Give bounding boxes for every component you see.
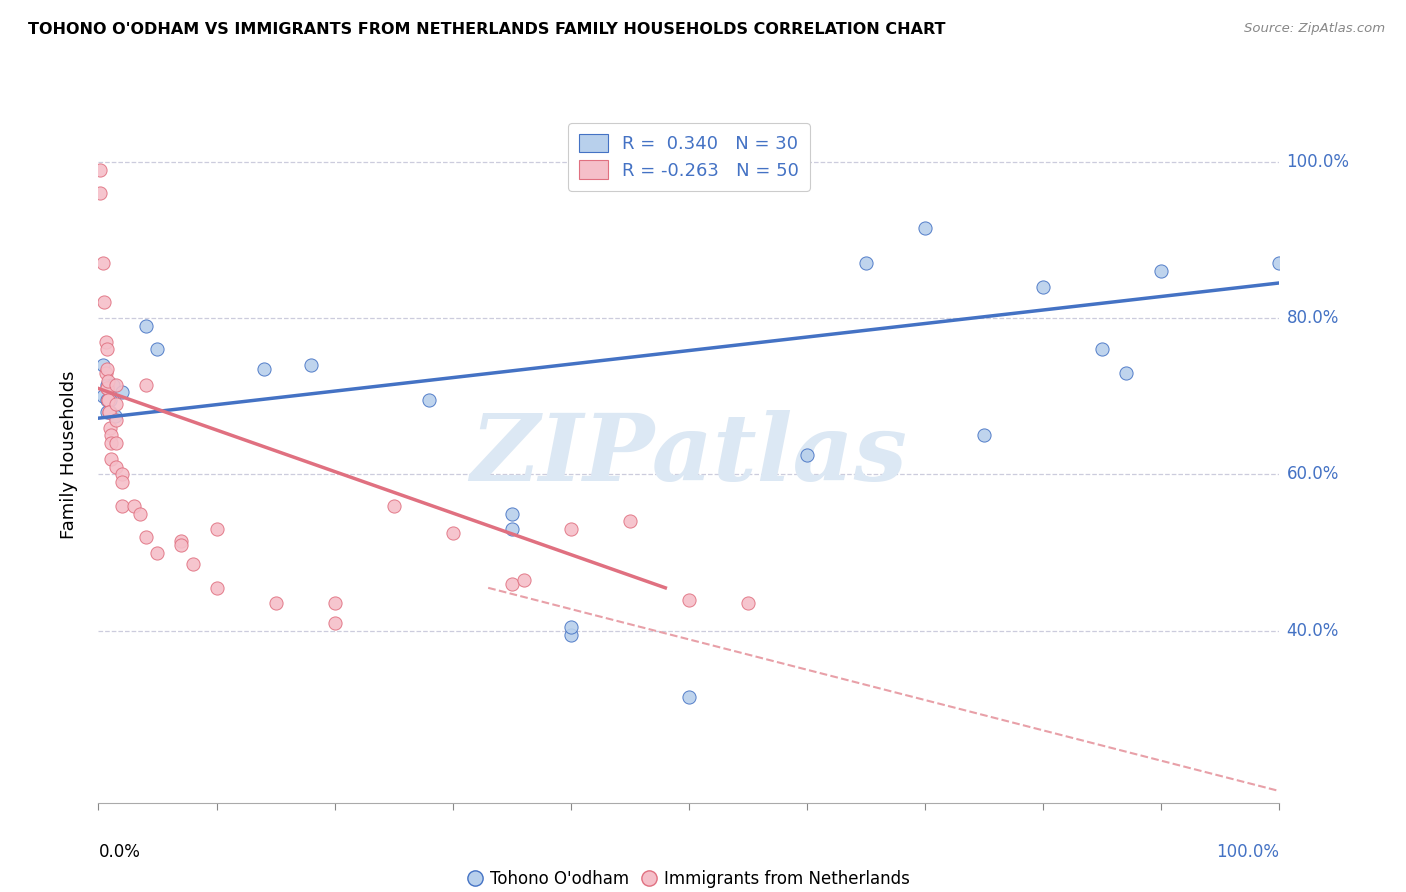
- Point: [96, 343, 118, 357]
- Point: [146, 546, 169, 560]
- Point: [128, 507, 150, 521]
- Point: [98, 405, 121, 419]
- Text: ZIPatlas: ZIPatlas: [471, 410, 907, 500]
- Point: [89, 162, 111, 177]
- Point: [560, 522, 582, 536]
- Point: [264, 597, 287, 611]
- Point: [93, 295, 115, 310]
- Point: [105, 436, 128, 450]
- Point: [855, 256, 877, 270]
- Point: [100, 451, 122, 466]
- Point: [135, 377, 157, 392]
- Point: [737, 597, 759, 611]
- Point: [96, 362, 118, 376]
- Point: [1091, 343, 1114, 357]
- Point: [560, 620, 582, 634]
- Point: [111, 467, 134, 482]
- Point: [97, 374, 120, 388]
- Point: [100, 428, 122, 442]
- Point: [501, 577, 523, 591]
- Point: [96, 382, 118, 396]
- Point: [98, 393, 121, 408]
- Point: [96, 377, 118, 392]
- Point: [973, 428, 995, 442]
- Point: [1268, 256, 1291, 270]
- Point: [1032, 280, 1054, 294]
- Point: [441, 526, 464, 541]
- Point: [205, 522, 228, 536]
- Point: [1115, 366, 1137, 380]
- Point: [678, 690, 700, 705]
- Y-axis label: Family Households: Family Households: [59, 371, 77, 539]
- Point: [105, 413, 128, 427]
- Point: [796, 448, 818, 462]
- Point: [91, 256, 114, 270]
- Point: [111, 385, 134, 400]
- Point: [122, 499, 145, 513]
- Text: 40.0%: 40.0%: [1286, 622, 1339, 640]
- Point: [111, 475, 134, 490]
- Text: 0.0%: 0.0%: [98, 843, 141, 861]
- Point: [97, 393, 120, 408]
- Point: [914, 221, 936, 235]
- Text: Source: ZipAtlas.com: Source: ZipAtlas.com: [1244, 22, 1385, 36]
- Point: [96, 405, 118, 419]
- Point: [1150, 264, 1173, 278]
- Point: [170, 533, 193, 548]
- Point: [96, 393, 118, 408]
- Point: [104, 409, 127, 423]
- Point: [91, 389, 114, 403]
- Text: 100.0%: 100.0%: [1216, 843, 1279, 861]
- Point: [146, 343, 169, 357]
- Point: [91, 358, 114, 372]
- Point: [501, 507, 523, 521]
- Point: [97, 393, 120, 408]
- Text: 100.0%: 100.0%: [1286, 153, 1350, 170]
- Point: [170, 538, 193, 552]
- Point: [96, 382, 118, 396]
- Point: [418, 393, 440, 408]
- Point: [94, 334, 117, 349]
- Point: [560, 628, 582, 642]
- Point: [98, 405, 121, 419]
- Point: [101, 377, 124, 392]
- Point: [105, 377, 128, 392]
- Point: [512, 573, 534, 587]
- Point: [105, 397, 128, 411]
- Point: [135, 318, 157, 333]
- Point: [111, 499, 134, 513]
- Point: [205, 581, 228, 595]
- Legend: Tohono O'odham, Immigrants from Netherlands: Tohono O'odham, Immigrants from Netherla…: [461, 863, 917, 892]
- Text: 60.0%: 60.0%: [1286, 466, 1339, 483]
- Point: [253, 362, 276, 376]
- Point: [98, 405, 121, 419]
- Point: [89, 186, 111, 200]
- Point: [382, 499, 405, 513]
- Point: [100, 436, 122, 450]
- Point: [619, 514, 641, 528]
- Point: [501, 522, 523, 536]
- Point: [135, 530, 157, 544]
- Point: [98, 420, 121, 434]
- Point: [94, 366, 117, 380]
- Point: [105, 459, 128, 474]
- Point: [181, 558, 204, 572]
- Point: [678, 592, 700, 607]
- Point: [299, 358, 322, 372]
- Point: [323, 597, 346, 611]
- Text: TOHONO O'ODHAM VS IMMIGRANTS FROM NETHERLANDS FAMILY HOUSEHOLDS CORRELATION CHAR: TOHONO O'ODHAM VS IMMIGRANTS FROM NETHER…: [28, 22, 946, 37]
- Text: 80.0%: 80.0%: [1286, 310, 1339, 327]
- Point: [323, 615, 346, 630]
